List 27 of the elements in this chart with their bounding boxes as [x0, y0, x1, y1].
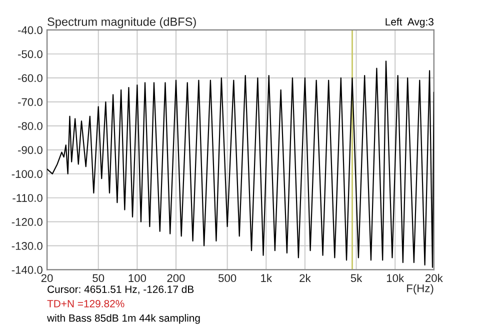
x-tick-label: 5k — [350, 274, 362, 282]
text: Left Avg:3 — [386, 18, 434, 28]
y-tick-label: -130.0 — [12, 242, 42, 250]
y-tick-label: -50.0 — [18, 50, 42, 58]
y-tick-label: -90.0 — [18, 146, 42, 154]
chart-title: Spectrum magnitude (dBFS) — [48, 17, 196, 28]
y-tick-label: -100.0 — [12, 170, 42, 178]
x-tick-label: 200 — [167, 274, 185, 282]
x-axis-title: F(Hz) — [407, 284, 434, 294]
x-tick-label: 2k — [300, 274, 311, 282]
text: TD+N =129.82% — [47, 300, 124, 308]
text: Cursor: 4651.51 Hz, -126.17 dB — [48, 285, 194, 294]
y-tick-label: -70.0 — [18, 98, 42, 106]
text: with Bass 85dB 1m 44k sampling — [47, 314, 200, 324]
x-tick-label: 10k — [386, 274, 404, 282]
x-tick-label: 1k — [261, 274, 272, 282]
y-tick-label: -110.0 — [12, 194, 42, 202]
x-tick-label: 20 — [41, 274, 53, 282]
y-tick-label: -140.0 — [12, 266, 42, 274]
y-tick-label: -40.0 — [18, 26, 42, 34]
y-tick-label: -80.0 — [18, 122, 42, 130]
x-tick-label: 50 — [92, 274, 104, 282]
x-tick-label: 20k — [426, 274, 443, 282]
x-tick-label: 500 — [218, 274, 236, 282]
y-tick-label: -120.0 — [12, 218, 42, 226]
y-tick-label: -60.0 — [18, 74, 42, 82]
x-tick-label: 100 — [128, 274, 146, 282]
